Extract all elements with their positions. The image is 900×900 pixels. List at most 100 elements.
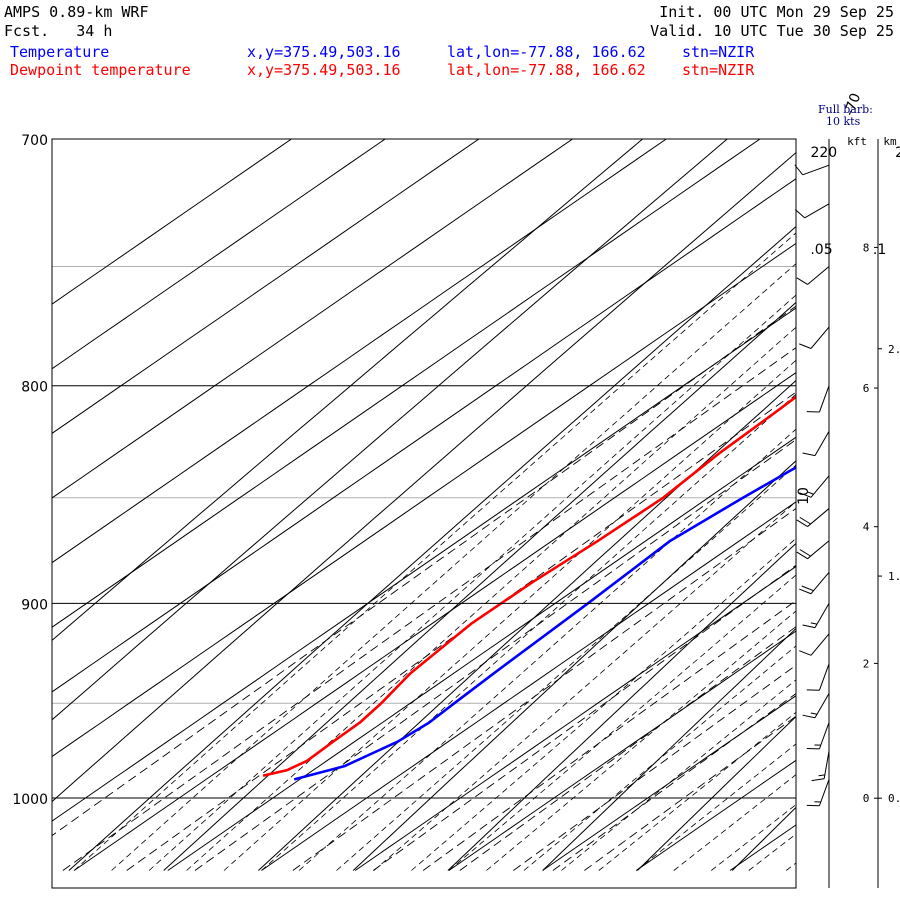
sounding-profiles: [262, 395, 796, 781]
isotherm-line: [52, 139, 573, 499]
isotherm-line: [354, 565, 796, 871]
kft-tick-label: 8: [863, 241, 870, 254]
skewt-grid: [52, 139, 796, 871]
wind-barb: [802, 693, 830, 719]
legend-dewpoint-xy: x,y=375.49,503.16: [247, 61, 401, 79]
legend-temperature-latlon: lat,lon=-77.88, 166.62: [447, 43, 646, 61]
legend-dewpoint-label: Dewpoint temperature: [10, 61, 191, 79]
isotherm-line: [52, 307, 796, 822]
isotherm-line: [261, 501, 796, 871]
moist-adiabat-line: [148, 294, 796, 871]
moist-adiabat-line: [486, 610, 796, 871]
mixing-ratio-line: [552, 693, 796, 871]
wind-barb: [794, 164, 830, 176]
mixing-ratio-line: [513, 664, 796, 871]
dry-adiabat-line: [542, 627, 796, 871]
barb-legend-line1: Full barb:: [818, 103, 873, 116]
moist-adiabat-line: [73, 232, 796, 871]
wind-barb: [799, 633, 830, 656]
pressure-tick-label: 1000: [12, 792, 48, 808]
wind-barb: [799, 475, 830, 498]
init-time: Init. 00 UTC Mon 29 Sep 25: [659, 3, 894, 21]
isotherm-line: [636, 759, 796, 871]
mixing-ratio-line: [372, 564, 796, 871]
dry-adiabat-line: [52, 139, 643, 642]
mixing-ratio-line: [126, 391, 796, 871]
dry-adiabat-line: [163, 301, 796, 871]
dry-adiabat-line: [637, 715, 796, 871]
kft-tick-label: 6: [863, 382, 870, 395]
mixing-ratio-line: [292, 507, 796, 871]
legend-dewpoint-stn: stn=NZIR: [682, 61, 755, 79]
moist-adiabat-line: [186, 326, 796, 871]
dry-adiabat-line: [68, 225, 796, 871]
isotherm-line: [448, 630, 796, 871]
km-tick-label: 1.: [888, 570, 900, 583]
isotherm-line: [52, 139, 480, 434]
moist-adiabat-line: [111, 263, 796, 871]
wind-barb: [796, 508, 830, 527]
mixing-ratio-tick-label: .1: [873, 242, 886, 258]
kft-tick-label: 0: [863, 792, 870, 805]
legend-temperature-label: Temperature: [10, 43, 110, 61]
theta-tick-label: 220: [810, 145, 837, 161]
temperature-profile: [293, 465, 796, 781]
moist-adiabat-line: [411, 537, 796, 871]
isotherm-line: [542, 695, 796, 871]
kft-axis-label: kft: [847, 135, 867, 148]
isotherm-line: [52, 139, 292, 305]
intermediate-isobars: [52, 265, 796, 704]
dry-adiabat-line: [52, 139, 728, 721]
isotherm-line: [73, 372, 796, 871]
wind-barb: [806, 779, 830, 807]
legend-temperature-xy: x,y=375.49,503.16: [247, 43, 401, 61]
kft-tick-label: 2: [863, 657, 870, 670]
isotherm-line: [52, 139, 761, 628]
model-title: AMPS 0.89-km WRF: [4, 3, 149, 21]
fcst-value: 34 h: [76, 22, 113, 40]
wind-barb: [811, 751, 830, 782]
isotherm-line: [52, 242, 796, 758]
wind-barb: [802, 603, 830, 629]
wind-barb: [806, 663, 830, 691]
pressure-tick-label: 900: [21, 597, 48, 613]
isotherm-line: [52, 139, 667, 564]
moist-adiabat-line: [636, 743, 796, 871]
moist-adiabat-line: [561, 679, 796, 871]
mixing-ratio-line: [584, 715, 796, 871]
mixing-ratio-line: [52, 305, 796, 837]
height-and-wind-panel: kft km 0 2 4 6 8 0. 1. 2.: [794, 135, 900, 888]
temperature-tick-label: -70: [841, 91, 864, 118]
moist-adiabat-line: [598, 711, 796, 871]
moist-adiabat-line: [523, 645, 796, 871]
mixing-ratio-line: [62, 347, 796, 871]
extra-rotated-label: 10: [796, 487, 812, 505]
theta-tick-label: 230: [895, 145, 900, 161]
wind-barb: [799, 571, 830, 595]
dry-adiabat-line: [258, 379, 796, 871]
dry-adiabat-line: [352, 460, 796, 871]
legend-dewpoint-latlon: lat,lon=-77.88, 166.62: [447, 61, 646, 79]
mixing-ratio-tick-label: .05: [810, 242, 832, 258]
dry-adiabat-line: [447, 542, 796, 871]
fcst-label: Fcst.: [4, 22, 50, 40]
barb-legend-line2: 10 kts: [826, 115, 861, 128]
moist-adiabat-line: [448, 574, 796, 871]
forecast-label: Fcst. 34 h: [4, 23, 112, 40]
wind-barb: [806, 722, 830, 750]
moist-adiabat-line: [261, 393, 796, 871]
valid-time: Valid. 10 UTC Tue 30 Sep 25: [650, 22, 894, 40]
wind-barb: [796, 540, 830, 560]
isotherm-line: [52, 139, 386, 370]
dewpoint-profile: [262, 395, 796, 777]
pressure-tick-label: 700: [21, 133, 48, 149]
km-tick-label: 2.: [888, 343, 900, 356]
isotherm-line: [167, 436, 796, 871]
legend-temperature-stn: stn=NZIR: [682, 43, 755, 61]
kft-tick-label: 4: [863, 521, 870, 534]
pressure-tick-label: 800: [21, 380, 48, 396]
wind-barb: [796, 266, 830, 285]
mixing-ratio-line: [194, 439, 796, 871]
isotherm-line: [52, 178, 796, 693]
